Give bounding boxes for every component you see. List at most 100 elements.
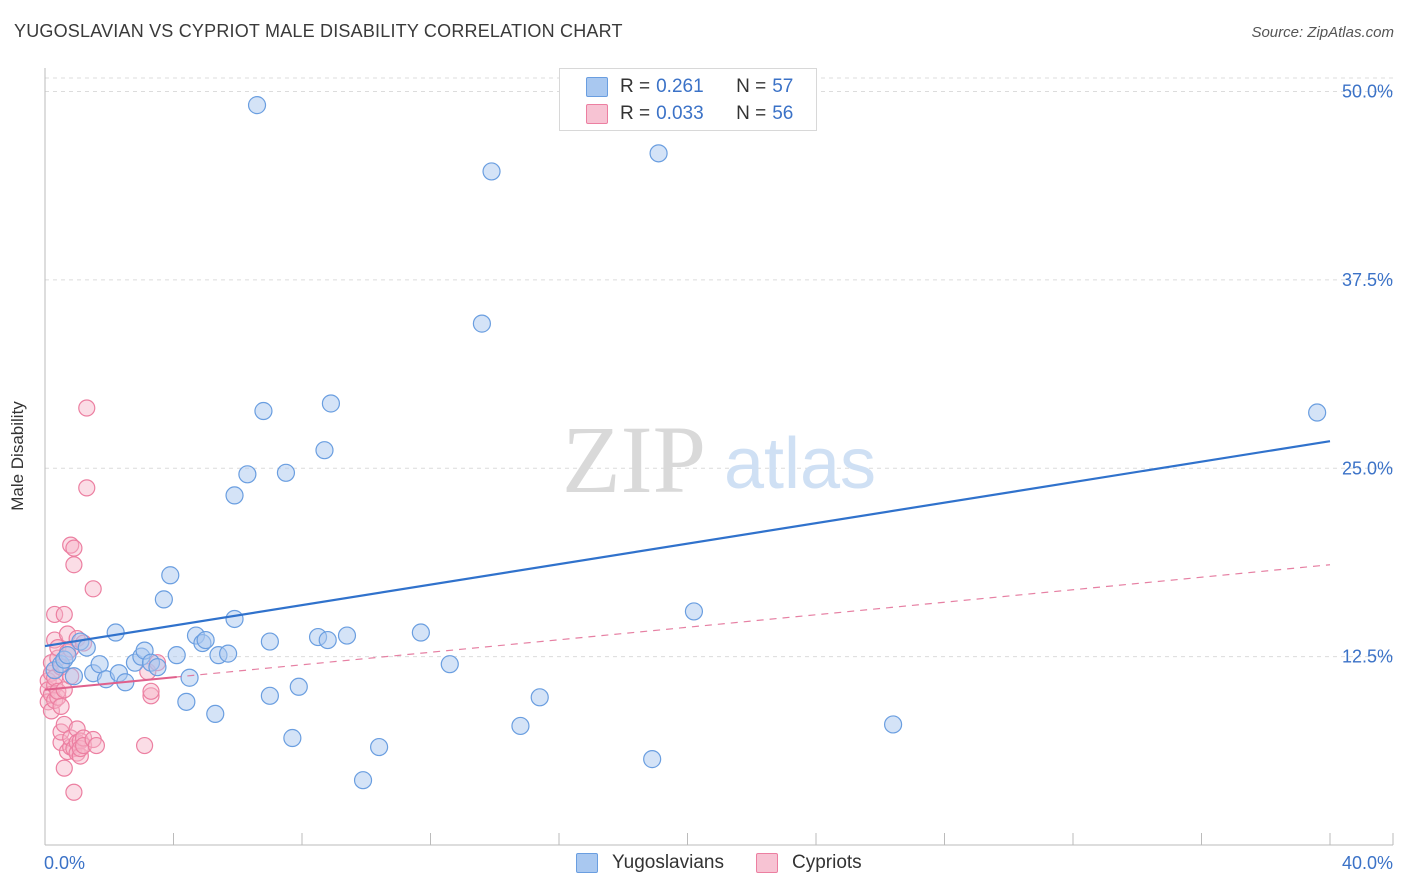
yugoslavian-point (530, 688, 549, 707)
cypriot-point (65, 539, 83, 557)
r-value: 0.033 (656, 103, 704, 124)
pink-swatch (756, 853, 778, 873)
yugoslavian-point (684, 602, 704, 621)
yugoslavian-point (254, 401, 273, 421)
cypriot-point (142, 687, 160, 705)
yugoslavian-point (283, 728, 302, 748)
yugoslavian-point (411, 623, 430, 642)
cypriot-point (78, 479, 96, 497)
correlation-legend: R = 0.261 N = 57 R = 0.033 N = 56 (559, 68, 817, 131)
y-axis-label: Male Disability (8, 401, 27, 511)
x-tick-label-max: 40.0% (1342, 853, 1393, 873)
yugoslavian-point (225, 486, 244, 505)
yugoslavian-point (318, 630, 337, 650)
yugoslavians-points (45, 96, 1327, 790)
y-tick-labels: 12.5% 25.0% 37.5% 50.0% (1342, 82, 1393, 667)
yugoslavian-point (353, 771, 373, 790)
n-label: N = (736, 103, 767, 124)
yugoslavian-point (337, 626, 357, 645)
r-label: R = (620, 103, 651, 124)
blue-swatch (576, 853, 598, 873)
yugoslavian-point (238, 465, 257, 484)
cypriot-point (78, 399, 96, 417)
yugoslavian-point (148, 658, 167, 677)
cypriots-points (39, 399, 167, 801)
pink-swatch (586, 104, 608, 124)
yugoslavian-point (196, 630, 215, 650)
r-label: R = (620, 76, 651, 97)
yugoslavian-point (260, 686, 279, 705)
yugoslavian-point (440, 655, 459, 674)
blue-swatch (586, 77, 608, 97)
yugoslavian-point (77, 638, 96, 657)
cypriot-point (71, 739, 89, 758)
yugoslavian-point (206, 704, 225, 724)
yugoslavians-trend-line (44, 440, 1331, 648)
cypriot-point (142, 682, 160, 700)
yugoslavian-point (276, 463, 296, 482)
yugoslavian-point (106, 623, 125, 642)
yugoslavian-point (883, 715, 903, 734)
yugoslavian-point (321, 394, 341, 413)
yugoslavian-point (154, 590, 173, 609)
y-tick-label: 12.5% (1342, 647, 1393, 667)
cypriot-point (46, 605, 64, 624)
source-label: Source: ZipAtlas.com (1251, 24, 1394, 41)
yugoslavian-point (511, 716, 530, 736)
yugoslavian-point (177, 692, 196, 711)
n-value: 57 (772, 76, 794, 97)
series-legend: Yugoslavians Cypriots (0, 852, 1406, 878)
cypriot-point (62, 536, 80, 554)
yugoslavian-point (1308, 403, 1327, 422)
chart-title: YUGOSLAVIAN VS CYPRIOT MALE DISABILITY C… (14, 21, 623, 41)
legend-label: Yugoslavians (612, 852, 724, 873)
y-tick-label: 50.0% (1342, 82, 1393, 102)
cypriot-point (55, 759, 73, 777)
cypriot-point (52, 697, 70, 715)
x-tick-label-min: 0.0% (44, 853, 85, 873)
cypriot-point (65, 783, 83, 801)
r-value: 0.261 (656, 76, 704, 97)
yugoslavian-point (643, 750, 662, 769)
cypriot-point (46, 691, 64, 709)
n-value: 56 (772, 103, 794, 124)
yugoslavian-point (225, 609, 244, 629)
trend-lines (44, 440, 1331, 691)
cypriot-point (74, 736, 93, 755)
yugoslavian-point (161, 566, 180, 585)
legend-label: Cypriots (792, 852, 862, 873)
legend-row-yugoslavians: R = 0.261 N = 57 (586, 76, 793, 98)
yugoslavian-point (247, 96, 267, 115)
yugoslavian-point (90, 655, 109, 674)
gridlines (45, 77, 1393, 658)
cypriot-point (65, 556, 83, 574)
axis-ticks (44, 833, 1394, 845)
yugoslavian-point (58, 646, 77, 665)
watermark-zip: ZIP (562, 406, 706, 513)
yugoslavian-point (180, 668, 199, 687)
yugoslavian-point (219, 644, 238, 663)
yugoslavian-point (370, 737, 389, 757)
legend-row-cypriots: R = 0.033 N = 56 (586, 103, 793, 125)
yugoslavian-point (482, 162, 501, 181)
yugoslavian-point (649, 144, 668, 163)
cypriot-point (55, 605, 73, 624)
legend-item-cypriots: Cypriots (756, 852, 862, 874)
yugoslavian-point (315, 441, 334, 460)
y-tick-label: 25.0% (1342, 458, 1393, 478)
n-label: N = (736, 76, 767, 97)
cypriot-point (135, 736, 154, 755)
yugoslavian-point (289, 677, 308, 696)
yugoslavian-point (64, 667, 84, 686)
yugoslavian-point (472, 314, 491, 333)
cypriot-point (84, 580, 102, 598)
yugoslavian-point (260, 632, 279, 651)
legend-item-yugoslavians: Yugoslavians (576, 852, 724, 874)
yugoslavian-point (167, 646, 186, 665)
y-tick-label: 37.5% (1342, 270, 1393, 290)
axes (44, 68, 1393, 846)
cypriots-trend-line-solid (44, 675, 177, 691)
watermark-atlas: atlas (724, 424, 876, 504)
cypriot-point (87, 736, 106, 755)
